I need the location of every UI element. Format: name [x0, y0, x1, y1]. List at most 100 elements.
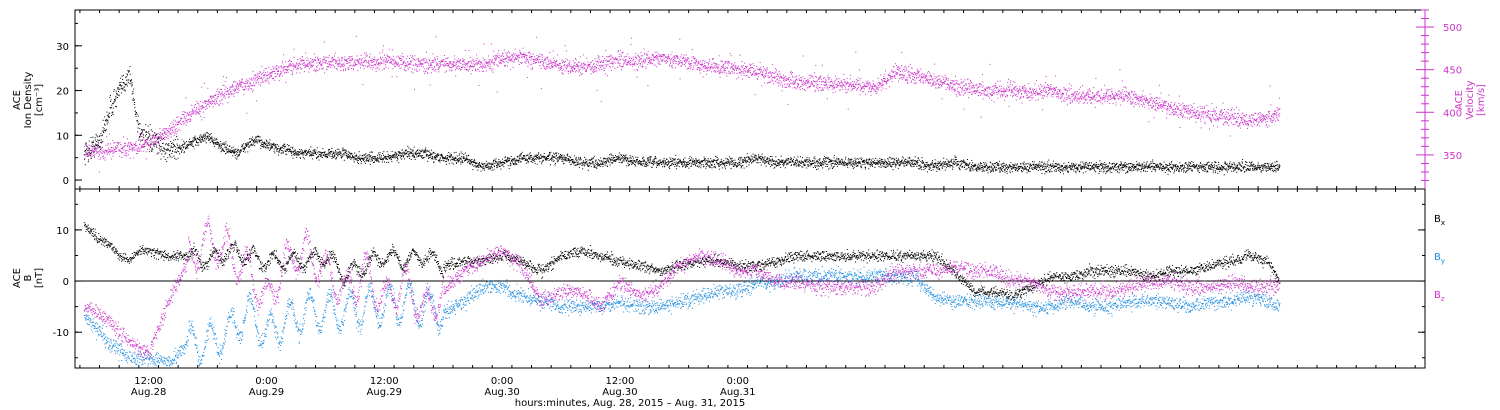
data-point — [453, 159, 455, 161]
data-point — [658, 163, 659, 164]
data-point — [492, 164, 494, 166]
data-point — [305, 154, 307, 156]
data-point — [705, 163, 707, 165]
data-point — [157, 152, 159, 154]
data-point — [683, 161, 685, 163]
data-point — [883, 164, 885, 166]
data-point — [171, 152, 173, 154]
data-point — [277, 148, 279, 149]
data-point — [683, 162, 685, 163]
data-point — [173, 139, 175, 141]
data-point — [560, 154, 561, 155]
data-point — [165, 144, 167, 146]
data-point — [399, 155, 401, 157]
data-point — [993, 170, 994, 172]
data-point — [903, 163, 905, 165]
data-point — [1220, 165, 1222, 167]
data-point — [148, 132, 150, 134]
data-point — [335, 151, 337, 153]
data-point — [314, 149, 316, 151]
data-point — [370, 155, 372, 157]
data-point — [336, 152, 338, 154]
data-point — [1035, 166, 1037, 168]
data-point — [378, 152, 380, 154]
data-point — [734, 163, 736, 165]
data-point — [659, 159, 661, 161]
data-point — [583, 162, 585, 164]
data-point — [1215, 165, 1217, 167]
data-point — [782, 163, 784, 165]
data-point — [1187, 166, 1189, 167]
data-point — [535, 155, 536, 157]
data-point — [743, 161, 745, 163]
data-point — [363, 159, 365, 160]
data-point — [739, 164, 741, 166]
data-point — [1118, 165, 1120, 167]
data-point — [617, 156, 619, 158]
data-point — [931, 164, 933, 166]
data-point — [487, 164, 489, 166]
data-point — [104, 124, 106, 126]
data-point — [718, 164, 720, 166]
data-point — [204, 135, 206, 137]
data-point — [213, 141, 215, 143]
data-point — [96, 135, 98, 137]
data-point — [455, 163, 457, 164]
data-point — [285, 150, 287, 152]
data-point — [415, 151, 417, 153]
data-point — [657, 164, 658, 166]
data-point — [295, 152, 297, 154]
data-point — [389, 157, 391, 159]
data-point — [1031, 167, 1033, 169]
data-point — [530, 155, 532, 156]
data-point — [287, 151, 289, 153]
data-point — [342, 148, 344, 150]
data-point — [157, 138, 159, 140]
data-point — [167, 144, 169, 146]
data-point — [542, 159, 544, 161]
data-point — [647, 164, 649, 166]
data-point — [841, 163, 843, 165]
data-point — [155, 135, 156, 137]
data-point — [941, 162, 943, 164]
data-point — [156, 153, 158, 155]
data-point — [381, 158, 383, 160]
data-point — [1153, 168, 1154, 170]
data-point — [800, 156, 802, 158]
data-point — [106, 123, 108, 125]
data-point — [87, 155, 89, 157]
data-point — [1015, 166, 1017, 168]
data-point — [184, 143, 186, 145]
data-point — [872, 166, 874, 167]
data-point — [239, 151, 241, 153]
data-point — [515, 163, 517, 165]
ion-density-series — [83, 66, 1281, 176]
data-point — [1041, 168, 1043, 170]
data-point — [665, 162, 667, 163]
data-point — [607, 157, 609, 159]
data-point — [1024, 166, 1026, 168]
data-point — [107, 121, 109, 123]
data-point — [98, 140, 100, 141]
data-point — [1151, 166, 1153, 168]
data-point — [94, 139, 96, 141]
data-point — [880, 166, 882, 168]
data-point — [222, 148, 224, 150]
data-point — [496, 167, 498, 169]
data-point — [1104, 162, 1106, 164]
data-point — [1088, 164, 1090, 166]
data-point — [1116, 163, 1118, 164]
data-point — [205, 142, 207, 144]
data-point — [755, 155, 757, 157]
data-point — [671, 164, 672, 166]
data-point — [117, 88, 119, 90]
data-point — [1174, 166, 1176, 168]
data-point — [1080, 168, 1082, 170]
data-point — [506, 158, 508, 160]
data-point — [1118, 168, 1120, 170]
data-point — [753, 156, 755, 158]
data-point — [765, 160, 767, 162]
data-point — [183, 152, 185, 154]
data-point — [759, 157, 761, 159]
data-point — [659, 163, 661, 164]
